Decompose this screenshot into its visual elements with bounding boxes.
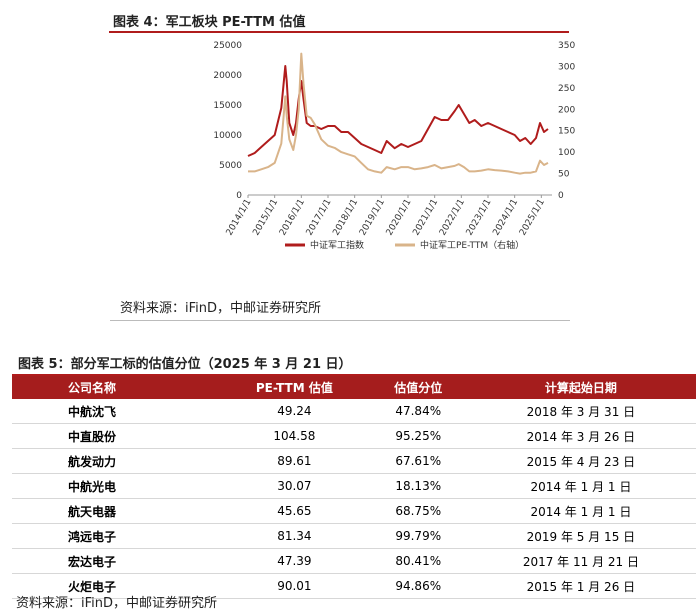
x-axis-tick-label: 2017/1/1 bbox=[305, 198, 334, 238]
start-date: 2014 年 1 月 1 日 bbox=[465, 473, 696, 499]
company-name: 火炬电子 bbox=[12, 573, 219, 599]
left-axis-tick-label: 10000 bbox=[213, 131, 242, 141]
percentile-value: 99.79% bbox=[370, 523, 466, 549]
pe-series-line bbox=[248, 52, 549, 175]
left-axis-tick-label: 20000 bbox=[213, 71, 242, 81]
right-axis-tick-label: 250 bbox=[558, 84, 575, 94]
right-axis-tick-label: 100 bbox=[558, 148, 575, 158]
pe-ttm-value: 30.07 bbox=[218, 473, 371, 499]
start-date: 2017 年 11 月 21 日 bbox=[465, 548, 696, 574]
start-date: 2015 年 1 月 26 日 bbox=[465, 573, 696, 599]
percentile-value: 95.25% bbox=[370, 423, 466, 449]
table-row: 火炬电子 90.01 94.86% 2015 年 1 月 26 日 bbox=[12, 573, 696, 599]
percentile-value: 68.75% bbox=[370, 498, 466, 524]
company-name: 中航沈飞 bbox=[12, 399, 219, 424]
pe-ttm-line-chart: 0 5000 10000 15000 20000 25000 0 50 100 150 200 250… bbox=[213, 41, 575, 251]
table-row: 航天电器 45.65 68.75% 2014 年 1 月 1 日 bbox=[12, 498, 696, 524]
header-percentile: 估值分位 bbox=[370, 376, 466, 399]
right-axis-tick-label: 50 bbox=[558, 170, 570, 180]
table-title-bar: 图表 5：部分军工标的估值分位（2025 年 3 月 21 日） bbox=[12, 349, 696, 376]
x-axis-tick-label: 2020/1/1 bbox=[385, 198, 414, 238]
right-axis-tick-label: 300 bbox=[558, 62, 575, 72]
table-row: 中航光电 30.07 18.13% 2014 年 1 月 1 日 bbox=[12, 473, 696, 499]
right-axis-tick-label: 150 bbox=[558, 127, 575, 137]
table-row: 宏达电子 47.39 80.41% 2017 年 11 月 21 日 bbox=[12, 548, 696, 574]
start-date: 2014 年 3 月 26 日 bbox=[465, 423, 696, 449]
figure-4-source: 资料来源：iFinD，中邮证券研究所 bbox=[120, 301, 322, 316]
index-series-line bbox=[247, 65, 549, 157]
x-axis-tick-label: 2015/1/1 bbox=[251, 198, 280, 238]
pe-ttm-value: 89.61 bbox=[218, 448, 371, 474]
percentile-value: 94.86% bbox=[370, 573, 466, 599]
figure-4-divider bbox=[110, 320, 570, 321]
x-axis-tick-label: 2022/1/1 bbox=[438, 198, 467, 238]
percentile-value: 67.61% bbox=[370, 448, 466, 474]
x-axis-tick-label: 2021/1/1 bbox=[411, 198, 440, 238]
table-source: 资料来源：iFinD，中邮证券研究所 bbox=[16, 596, 218, 611]
start-date: 2014 年 1 月 1 日 bbox=[465, 498, 696, 524]
pe-ttm-value: 47.39 bbox=[218, 548, 371, 574]
pe-ttm-value: 49.24 bbox=[218, 399, 371, 424]
percentile-value: 47.84% bbox=[370, 399, 466, 424]
left-axis-tick-label: 25000 bbox=[213, 41, 242, 51]
right-axis-tick-label: 0 bbox=[558, 191, 564, 201]
pe-ttm-value: 81.34 bbox=[218, 523, 371, 549]
header-start-date: 计算起始日期 bbox=[465, 376, 696, 399]
figure-4-title: 图表 4：军工板块 PE-TTM 估值 bbox=[113, 15, 306, 30]
header-company: 公司名称 bbox=[12, 376, 219, 399]
pe-ttm-value: 104.58 bbox=[218, 423, 371, 449]
right-axis-tick-label: 350 bbox=[558, 41, 575, 51]
right-axis-tick-label: 200 bbox=[558, 105, 575, 115]
left-axis-tick-label: 0 bbox=[236, 191, 242, 201]
table-row: 航发动力 89.61 67.61% 2015 年 4 月 23 日 bbox=[12, 448, 696, 474]
company-name: 鸿远电子 bbox=[12, 523, 219, 549]
percentile-value: 18.13% bbox=[370, 473, 466, 499]
start-date: 2018 年 3 月 31 日 bbox=[465, 399, 696, 424]
header-pe-ttm: PE-TTM 估值 bbox=[218, 376, 371, 399]
start-date: 2019 年 5 月 15 日 bbox=[465, 523, 696, 549]
table-title: 图表 5：部分军工标的估值分位（2025 年 3 月 21 日） bbox=[18, 357, 352, 372]
legend-pe-label: 中证军工PE-TTM（右轴） bbox=[420, 239, 524, 251]
table-row: 中直股份 104.58 95.25% 2014 年 3 月 26 日 bbox=[12, 423, 696, 449]
x-axis-tick-label: 2024/1/1 bbox=[491, 198, 520, 238]
table-row: 中航沈飞 49.24 47.84% 2018 年 3 月 31 日 bbox=[12, 399, 696, 424]
company-name: 宏达电子 bbox=[12, 548, 219, 574]
company-name: 航天电器 bbox=[12, 498, 219, 524]
x-axis-tick-label: 2018/1/1 bbox=[331, 198, 360, 238]
percentile-value: 80.41% bbox=[370, 548, 466, 574]
x-axis-tick-label: 2019/1/1 bbox=[358, 198, 387, 238]
valuation-table: 公司名称 PE-TTM 估值 估值分位 计算起始日期 中航沈飞 49.24 47… bbox=[12, 376, 696, 599]
x-axis-tick-label: 2025/1/1 bbox=[518, 198, 547, 238]
x-axis-tick-label: 2023/1/1 bbox=[465, 198, 494, 238]
table-row: 鸿远电子 81.34 99.79% 2019 年 5 月 15 日 bbox=[12, 523, 696, 549]
company-name: 航发动力 bbox=[12, 448, 219, 474]
x-axis-tick-label: 2016/1/1 bbox=[278, 198, 307, 238]
left-axis-tick-label: 5000 bbox=[219, 161, 242, 171]
pe-ttm-value: 90.01 bbox=[218, 573, 371, 599]
legend-index-label: 中证军工指数 bbox=[310, 239, 364, 251]
figure-4-title-bar: 图表 4：军工板块 PE-TTM 估值 bbox=[109, 8, 569, 33]
company-name: 中航光电 bbox=[12, 473, 219, 499]
pe-ttm-value: 45.65 bbox=[218, 498, 371, 524]
x-axis-tick-label: 2014/1/1 bbox=[225, 198, 254, 238]
start-date: 2015 年 4 月 23 日 bbox=[465, 448, 696, 474]
table-header-row: 公司名称 PE-TTM 估值 估值分位 计算起始日期 bbox=[12, 376, 696, 399]
company-name: 中直股份 bbox=[12, 423, 219, 449]
left-axis-tick-label: 15000 bbox=[213, 101, 242, 111]
